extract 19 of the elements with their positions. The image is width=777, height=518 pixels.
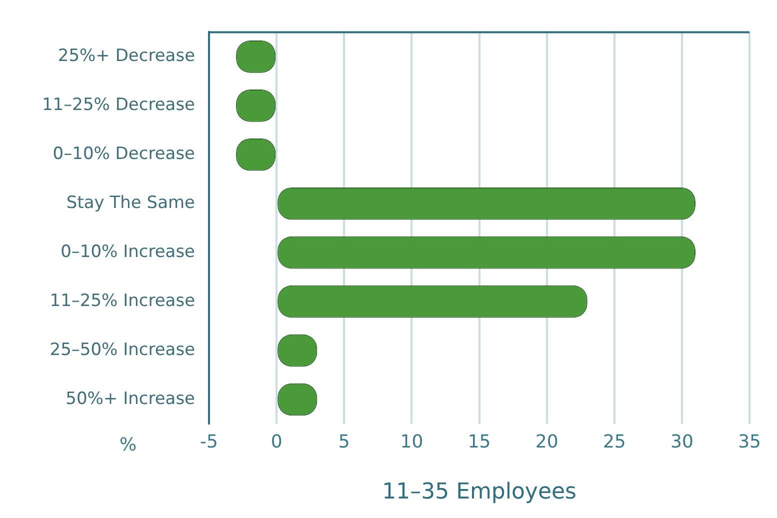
x-tick-label: 35 (738, 431, 761, 452)
x-axis-title: 11–35 Employees (382, 480, 576, 505)
text: % (119, 434, 137, 456)
x-tick-label: 0 (270, 431, 282, 452)
y-tick-label: 50%+ Increase (66, 388, 196, 409)
x-tick-label: 30 (670, 431, 694, 452)
y-tick-label: 0–10% Increase (60, 242, 196, 262)
y-tick-label: 11–25% Increase (50, 290, 196, 311)
x-tick-label: 15 (468, 431, 491, 452)
x-tick-label: 25 (602, 431, 626, 452)
y-tick-label: 25%+ Decrease (58, 46, 196, 66)
x-tick-label: 20 (535, 431, 558, 452)
y-tick-label: 0–10% Decrease (52, 144, 196, 164)
y-tick-label: 11–25% Decrease (42, 95, 196, 116)
x-tick-label: 10 (400, 431, 424, 452)
y-tick-label: 25–50% Increase (50, 340, 196, 360)
x-tick-label: 5 (338, 431, 350, 452)
y-tick-label: Stay The Same (66, 193, 196, 214)
x-tick-label: -5 (200, 431, 218, 452)
